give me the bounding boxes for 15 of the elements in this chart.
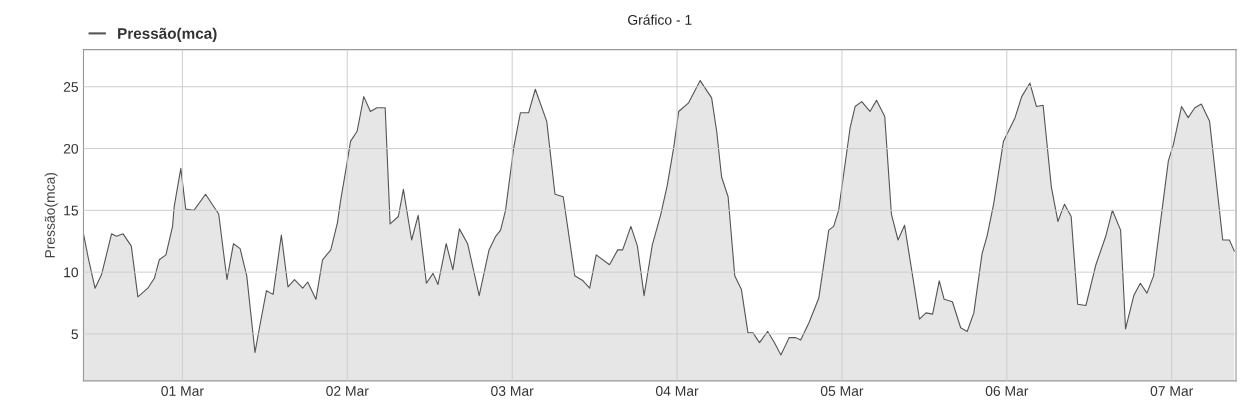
legend-label: Pressão(mca)	[118, 27, 217, 42]
y-tick-label: 10	[64, 267, 79, 278]
y-axis-title: Pressão(mca)	[44, 172, 58, 258]
chart-title: Gráfico - 1	[628, 14, 692, 25]
x-tick-label: 07 Mar	[1150, 386, 1194, 396]
x-tick-label: 04 Mar	[655, 386, 699, 396]
y-tick-label: 15	[64, 205, 79, 216]
x-tick-label: 01 Mar	[161, 386, 204, 396]
x-tick-label: 05 Mar	[820, 386, 864, 396]
y-tick-label: 25	[63, 82, 79, 92]
x-tick-label: 06 Mar	[985, 386, 1029, 396]
y-tick-label: 5	[71, 329, 79, 340]
y-tick-label: 20	[63, 143, 79, 154]
x-tick-label: 03 Mar	[491, 386, 534, 396]
x-tick-label: 02 Mar	[326, 386, 369, 396]
